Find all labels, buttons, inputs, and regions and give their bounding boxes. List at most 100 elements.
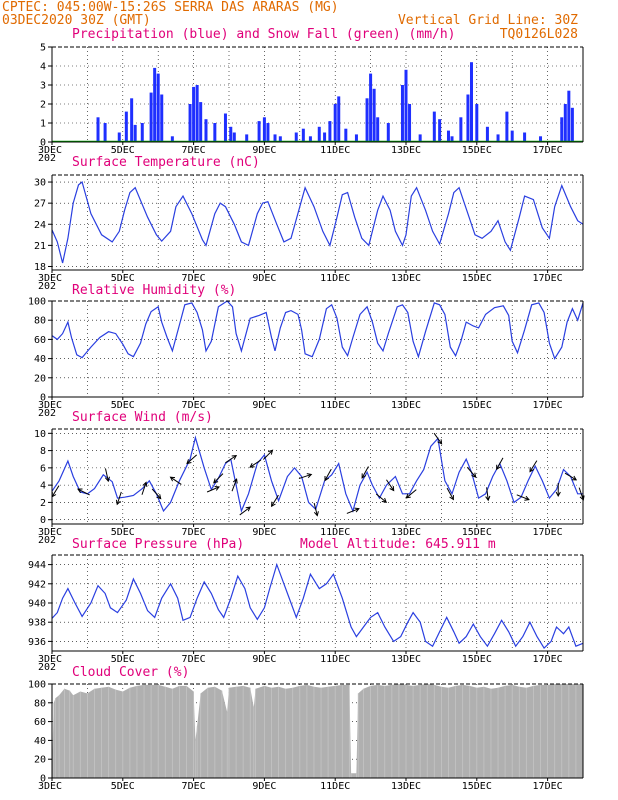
wind-vector-head [389, 486, 395, 492]
x-tick-label: 7DEC [182, 273, 206, 284]
wind-vector-shaft [466, 466, 477, 478]
precip-bar [195, 85, 199, 142]
wind-vector-arrow [213, 473, 224, 484]
wind-vector-arrow [225, 455, 238, 464]
precip-bar [469, 62, 473, 143]
wind-vector-arrow [433, 432, 443, 445]
precip-bar [400, 85, 404, 142]
x-tick-label: 5DEC [111, 781, 135, 792]
precip-bar [505, 111, 509, 142]
wind-vector-arrow [313, 502, 319, 517]
precip-bar [323, 132, 327, 142]
wind-vector-arrow [529, 460, 538, 473]
wind-vector-arrow [516, 494, 530, 501]
wind-vector-head [169, 476, 176, 482]
x-tick-label: 17DEC [533, 654, 563, 665]
wind-vector-shaft [104, 468, 109, 482]
wind-vector-shaft [51, 485, 60, 497]
wind-vector-head [324, 476, 330, 482]
wind-vector-head [271, 501, 276, 508]
wind-vector-shaft [324, 468, 332, 481]
y-tick-label: 5 [40, 43, 46, 54]
precip-bar [438, 119, 442, 142]
precip-bar [560, 117, 564, 142]
precip-bar [372, 88, 376, 142]
x-tick-label: 9DEC [252, 400, 276, 411]
precip-bar [563, 104, 567, 142]
y-tick-label: 0 [40, 774, 46, 785]
wind-vector-head [449, 495, 454, 501]
precip-bar [475, 104, 479, 142]
model-code: TQ0126L028 [500, 27, 578, 42]
wind-vector-head [555, 491, 561, 498]
wind-vector-head [485, 495, 491, 502]
y-tick-label: 6 [40, 463, 46, 474]
wind-vector-shaft [496, 457, 504, 470]
x-tick-label: 11DEC [320, 400, 350, 411]
wind-vector-shaft [313, 502, 318, 516]
grid-note: Vertical Grid Line: 30Z [398, 13, 578, 28]
cloud-area [52, 684, 583, 778]
wind-vector-shaft [346, 508, 360, 514]
rh-series-line [51, 300, 584, 360]
precip-bar [376, 117, 380, 142]
precip-bar [294, 132, 298, 142]
x-tick-label: 3DEC [38, 145, 62, 156]
wind-vector-head [571, 475, 578, 481]
precip-bar [153, 67, 157, 142]
precip-bar [328, 121, 332, 142]
x-tick-label: 9DEC [252, 527, 276, 538]
wind-vector-arrow [104, 468, 110, 483]
precip-bar [301, 128, 305, 142]
wind-vector-arrow [564, 472, 578, 481]
x-tick-label: 5DEC [111, 273, 135, 284]
precip-bar [133, 124, 137, 142]
precip-bar [170, 136, 174, 142]
y-tick-label: 60 [34, 717, 46, 728]
precip-bar [103, 123, 107, 142]
wind-vector-arrow [485, 487, 491, 502]
x-tick-label: 9DEC [252, 781, 276, 792]
y-tick-label: 4 [40, 62, 46, 73]
precip-bar [404, 69, 408, 142]
wind-vector-head [471, 472, 477, 478]
wind-vector-head [313, 511, 319, 517]
panel-precip: Precipitation (blue) and Snow Fall (gree… [38, 27, 584, 164]
wind-vector-shaft [486, 487, 489, 501]
wind-vector-head [232, 478, 238, 484]
wind-vector-arrow [239, 506, 251, 516]
precip-bar [130, 98, 134, 142]
wind-vector-shaft [361, 466, 369, 479]
wind-vector-arrow [386, 479, 395, 492]
wind-vector-arrow [262, 449, 274, 460]
x-tick-label: 15DEC [462, 145, 492, 156]
precip-bar [432, 111, 436, 142]
wind-vector-arrow [186, 454, 198, 465]
precip-bar [386, 123, 390, 142]
wind-vector-shaft [433, 432, 443, 445]
panel-title: Cloud Cover (%) [72, 665, 189, 680]
wind-vector-arrow [51, 485, 60, 498]
wind-vector-arrow [324, 468, 332, 482]
x-tick-label: 5DEC [111, 654, 135, 665]
wind-vector-shaft [213, 473, 224, 484]
precip-bar [459, 117, 463, 142]
wind-vector-arrow [206, 486, 220, 493]
wind-vector-shaft [386, 479, 395, 491]
precip-bar [156, 73, 160, 142]
x-tick-label: 13DEC [391, 145, 421, 156]
x-year-stub: 202 [38, 535, 56, 546]
y-tick-label: 944 [28, 560, 46, 571]
x-tick-label: 17DEC [533, 145, 563, 156]
wind-vector-arrow [555, 482, 561, 498]
x-tick-label: 11DEC [320, 145, 350, 156]
precip-bar [408, 104, 412, 142]
wind-vector-arrow [169, 476, 182, 485]
x-tick-label: 15DEC [462, 654, 492, 665]
x-tick-label: 13DEC [391, 781, 421, 792]
panel-annotation: Model Altitude: 645.911 m [300, 537, 496, 552]
y-tick-label: 942 [28, 579, 46, 590]
precip-bar [510, 130, 514, 142]
y-tick-label: 40 [34, 736, 46, 747]
